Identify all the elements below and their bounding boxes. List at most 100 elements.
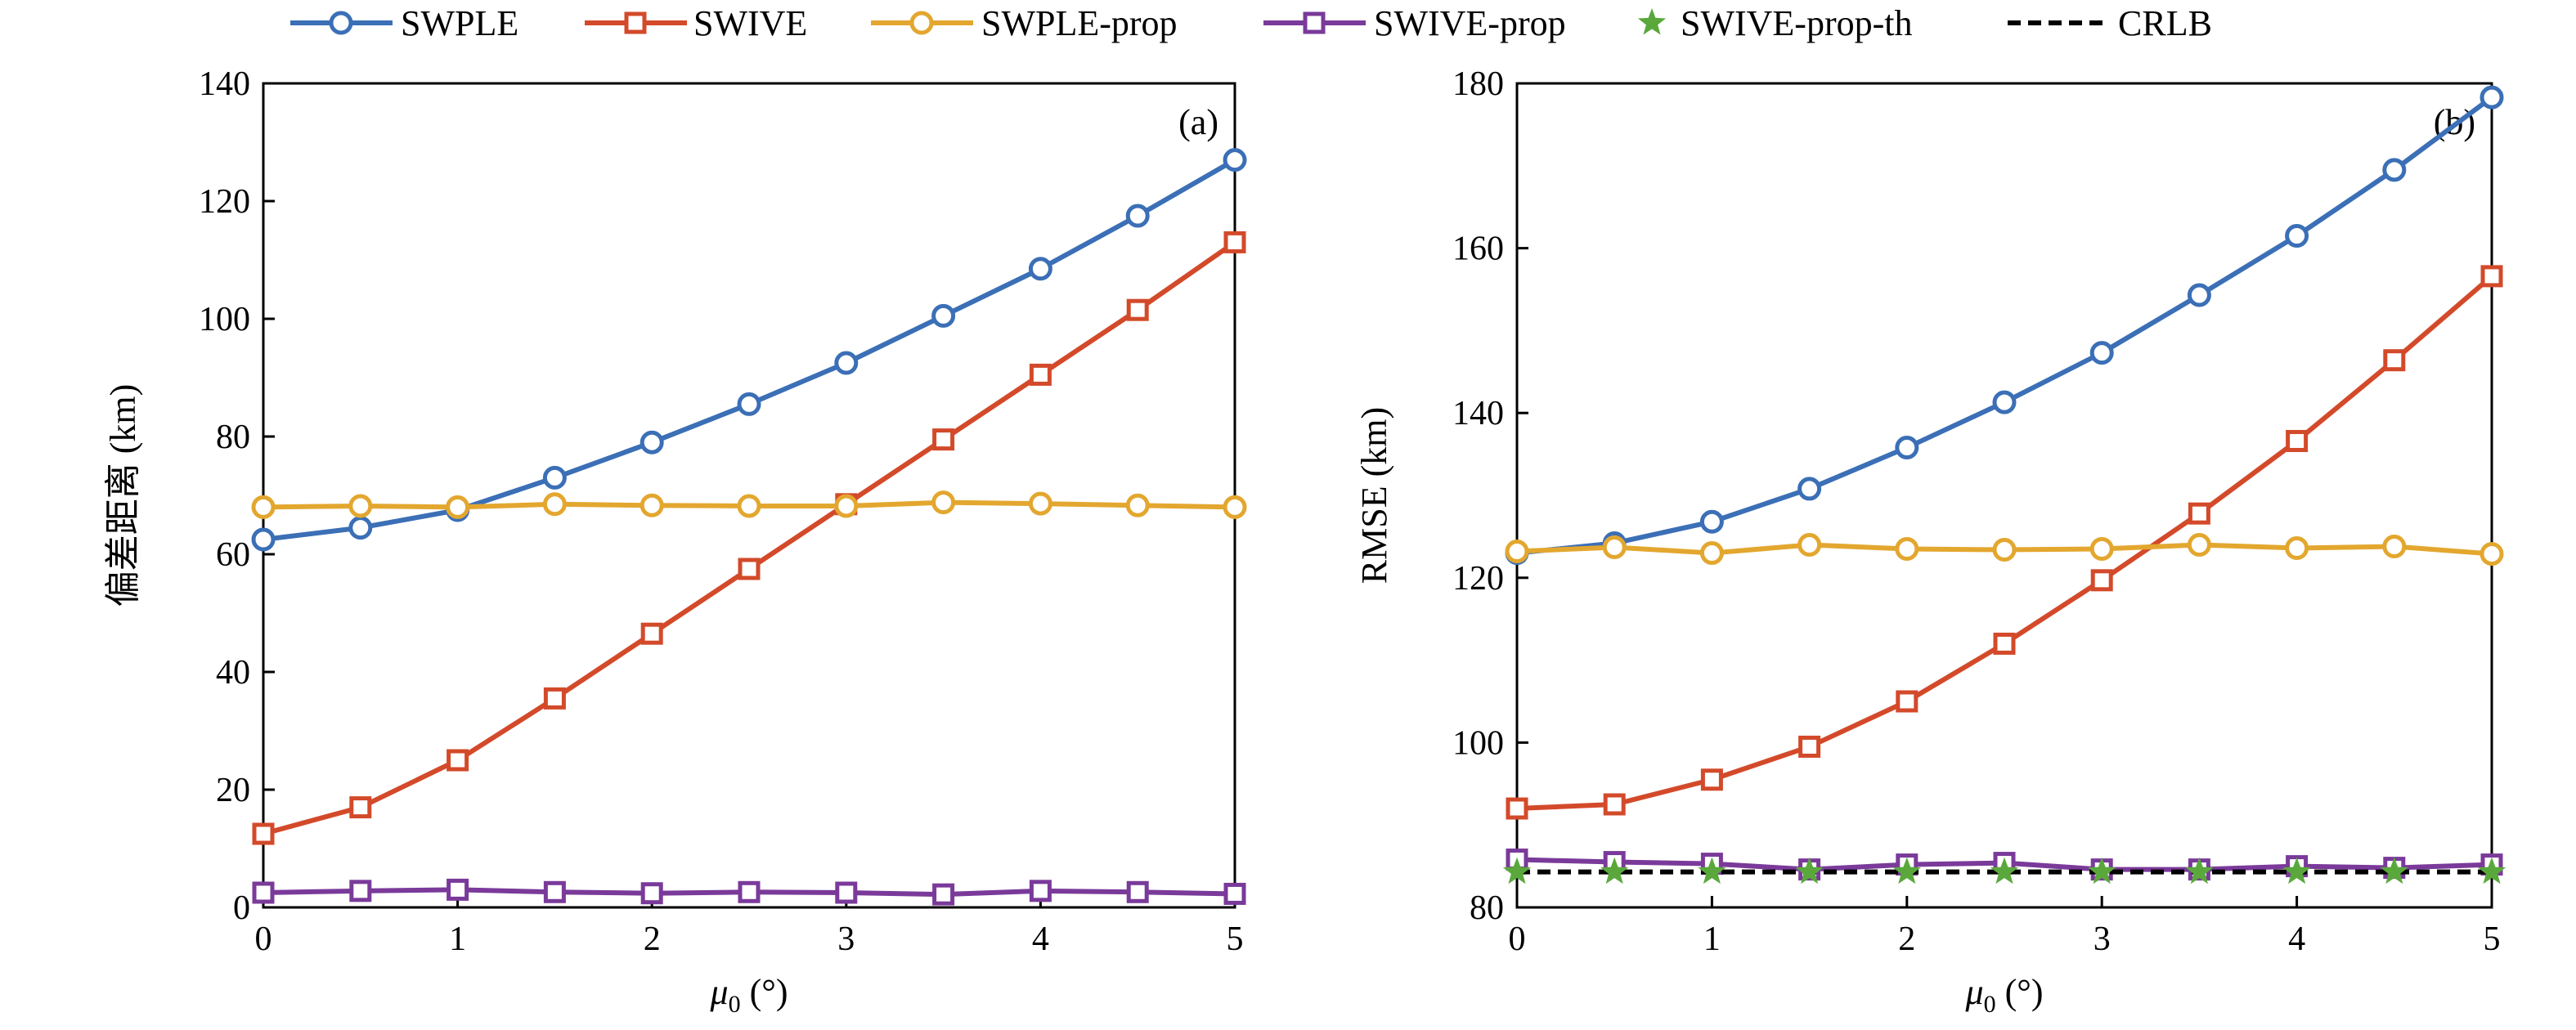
panel-b-series-swive-prop-th-point xyxy=(1502,857,1532,884)
panel-b-series-swive-prop-th-point xyxy=(1990,857,2019,884)
panel-b-series-swple-prop-point xyxy=(2089,537,2114,562)
panel-a-series-swple xyxy=(251,148,1247,552)
panel-b-series-swive-prop-th-point xyxy=(1600,857,1629,884)
panel-b-series-swple-line xyxy=(1516,95,2493,556)
panel-b-series-swple-prop-point xyxy=(2285,536,2309,561)
panel-a-series-swive-prop xyxy=(252,878,1246,906)
panel-a-series-swive-prop-point xyxy=(1223,882,1246,905)
panel-b-series-swive-point xyxy=(2090,569,2113,592)
panel-b-plot-frame xyxy=(1515,82,2493,909)
panel-b-series-swive-prop-th-point xyxy=(1795,857,1824,884)
legend-swple-prop-marker xyxy=(909,11,934,35)
panel-b-y-tick-label: 180 xyxy=(1452,65,1504,103)
panel-b-series-swple-point xyxy=(1797,477,1822,501)
panel-a-series-swple-prop-point xyxy=(1028,491,1052,516)
panel-a-series-swple-point xyxy=(542,465,567,490)
legend-swple-prop: SWPLE-prop xyxy=(871,3,1178,43)
panel-b-series-swive-point xyxy=(2188,502,2210,525)
panel-b-series-swple-point xyxy=(2089,341,2114,365)
panel-a-series-swive-prop-point xyxy=(932,883,955,906)
panel-a-series-swple-prop-point xyxy=(1125,493,1150,517)
legend-swive-prop-th-marker xyxy=(1637,8,1667,35)
panel-b-series-swple-prop-point xyxy=(1505,540,1529,564)
panel-a-series-swple-point xyxy=(931,303,956,328)
legend-swive-prop: SWIVE-prop xyxy=(1263,3,1566,43)
panel-a-series-swple-point xyxy=(1125,204,1150,228)
panel-a-series-swple-prop-point xyxy=(640,493,664,517)
panel-b-series-swive-point xyxy=(1798,735,1821,758)
panel-a-panel-label: (a) xyxy=(1178,102,1218,142)
panel-b-series-swple-prop-point xyxy=(2480,542,2504,566)
panel-b-series-swive-prop-th-point xyxy=(1698,857,1726,884)
panel-a-y-tick-label: 20 xyxy=(216,772,250,809)
panel-a-series-swive-point xyxy=(1126,298,1149,321)
panel-b-series-swive-point xyxy=(2383,349,2406,372)
panel-a-series-swple-prop-point xyxy=(542,492,567,517)
panel-a-series-swive-line xyxy=(263,240,1236,836)
panel-b-y-tick-label: 100 xyxy=(1452,724,1504,762)
panel-b-series-swple-point xyxy=(2187,283,2211,307)
panel-b-series-swive-prop-th xyxy=(1502,857,2506,884)
legend: SWPLE SWIVE SWPLE-prop SWIVE-prop SWIVE-prop… xyxy=(290,3,2212,43)
panel-b-series-swive-prop-th-point xyxy=(2477,857,2506,884)
legend-swple-label: SWPLE xyxy=(401,3,518,43)
panel-a-x-tick-label: 2 xyxy=(644,920,661,958)
panel-a-x-tick-label: 3 xyxy=(837,920,855,958)
panel-b-series-swple-point xyxy=(2480,85,2504,110)
panel-b-y-tick-label: 160 xyxy=(1452,231,1504,268)
panel-b-series-swple-prop-point xyxy=(1992,538,2017,562)
panel-b-series-swple-point xyxy=(2285,223,2309,248)
panel-a-series-swple-prop-point xyxy=(348,494,373,518)
panel-a-series-swple-point xyxy=(834,351,859,375)
legend-swive-prop-th-label: SWIVE-prop-th xyxy=(1681,3,1913,43)
panel-b-series-swive xyxy=(1506,265,2503,820)
panel-a-series-swive-prop-point xyxy=(1126,880,1149,903)
panel-a-series-swive-point xyxy=(349,796,372,819)
panel-b-series-swive-point xyxy=(2286,429,2309,452)
panel-a-series-swple-point xyxy=(1028,257,1052,281)
panel-b-series-swive-point xyxy=(2480,265,2503,288)
panel-a-x-tick-label: 1 xyxy=(449,920,466,958)
panel-a-series-swive-point xyxy=(1029,363,1052,386)
panel-a-series-swive-prop-point xyxy=(640,882,663,905)
panel-a-series-swple-prop-point xyxy=(737,494,761,518)
panel-a-x-tick-label: 4 xyxy=(1032,920,1049,958)
panel-a-series-swple-prop-point xyxy=(446,495,470,519)
panel-b-x-tick-label: 0 xyxy=(1509,920,1526,958)
panel-b-x-tick-label: 5 xyxy=(2484,920,2501,958)
panel-a-series-swple-prop-point xyxy=(251,495,276,519)
panel-a-series-swive-point xyxy=(1223,231,1246,253)
panel-b-series-swive-prop-th-point xyxy=(2282,857,2311,884)
panel-b-y-axis-label: RMSE (km) xyxy=(1354,407,1394,584)
panel-b-series-swple-point xyxy=(1895,436,1919,460)
legend-swive: SWIVE xyxy=(585,3,807,43)
panel-a-series-swive-point xyxy=(252,822,275,845)
panel-a-y-tick-label: 40 xyxy=(216,654,250,692)
legend-crlb: CRLB xyxy=(2008,3,2212,43)
legend-swple-prop-label: SWPLE-prop xyxy=(981,3,1178,43)
panel-a-series-swive-prop-point xyxy=(349,880,372,902)
panel-a-y-tick-label: 120 xyxy=(199,183,250,221)
legend-swive-prop-th: SWIVE-prop-th xyxy=(1637,3,1913,43)
panel-a-series-swive-prop-point xyxy=(252,881,275,904)
panel-b-x-tick-label: 2 xyxy=(1898,920,1915,958)
panel-a-y-tick-label: 0 xyxy=(233,889,250,927)
panel-b-series-swple-prop-point xyxy=(1895,537,1919,562)
panel-a-y-tick-label: 60 xyxy=(216,536,250,574)
panel-a-series-swple-prop xyxy=(251,490,1247,519)
panel-a-series-swive-prop-point xyxy=(835,881,858,904)
legend-swive-marker xyxy=(624,11,647,34)
panel-a-series-swive-prop-point xyxy=(738,880,761,903)
panel-a-series-swple-point xyxy=(1223,148,1247,172)
panel-a-series-swive-prop-point xyxy=(447,878,469,901)
panel-a-series-swple-line xyxy=(263,158,1236,542)
panel-b-y-tick-label: 120 xyxy=(1452,560,1504,598)
panel-b-series-swive-point xyxy=(1993,632,2016,655)
panel-b-series-swple-prop-point xyxy=(2187,532,2211,557)
panel-b-x-axis-label: μ0 (°) xyxy=(1965,972,2044,1018)
panel-b-series-swive-prop-th-point xyxy=(2088,857,2116,884)
panel-b-series-swive-point xyxy=(1506,797,1528,820)
panel-a-series-swive-point xyxy=(640,622,663,645)
panel-a-y-tick-label: 80 xyxy=(216,419,250,456)
